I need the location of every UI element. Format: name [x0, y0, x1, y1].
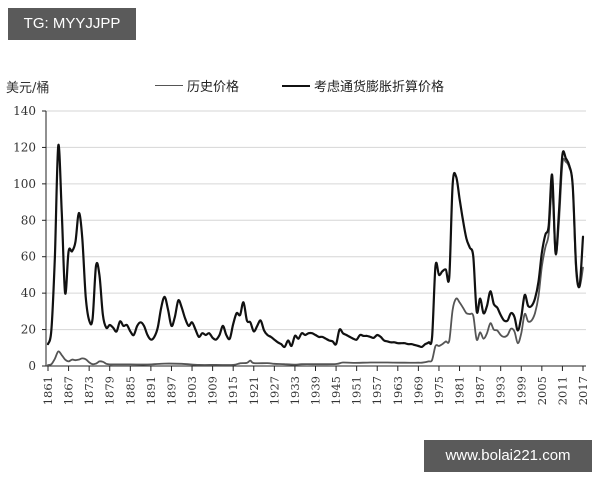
- series-historical-line: [47, 157, 584, 366]
- x-axis-ticks: 1861 1867 1873 1879 1885 1891 1897 1903 1909 1915…: [41, 366, 590, 405]
- x-tick-label: 1915: [226, 376, 240, 405]
- y-tick-label: 100: [13, 177, 36, 191]
- legend-swatch-historical: [155, 85, 183, 86]
- x-tick-label: 1897: [164, 376, 178, 405]
- legend-item-historical: 历史价格: [155, 76, 239, 95]
- watermark-bottom-right: www.bolai221.com: [424, 440, 592, 472]
- x-tick-label: 1909: [206, 376, 220, 405]
- legend-label-inflation-adjusted: 考虑通货膨胀折算价格: [314, 80, 445, 95]
- legend-label-historical: 历史价格: [187, 80, 240, 95]
- y-tick-label: 60: [21, 250, 36, 264]
- x-tick-label: 1945: [329, 376, 343, 405]
- x-tick-label: 1861: [41, 376, 55, 405]
- y-tick-label: 0: [28, 359, 36, 373]
- x-tick-label: 1987: [473, 376, 487, 405]
- series-inflation-adjusted-line: [46, 143, 585, 349]
- x-tick-label: 1903: [185, 376, 199, 405]
- x-tick-label: 1885: [123, 376, 137, 405]
- x-tick-label: 2011: [555, 376, 569, 405]
- legend-swatch-inflation-adjusted: [282, 84, 310, 87]
- y-axis-ticks: 0 20 40 60 80 100 120 140: [13, 104, 46, 373]
- x-tick-label: 1921: [247, 376, 261, 405]
- y-tick-label: 140: [13, 104, 36, 118]
- x-tick-label: 1939: [309, 376, 323, 405]
- x-tick-label: 1891: [144, 376, 158, 405]
- x-tick-label: 1873: [82, 376, 96, 405]
- data-series: [46, 143, 585, 366]
- x-tick-label: 1957: [370, 376, 384, 405]
- x-tick-label: 1963: [391, 376, 405, 405]
- y-axis-unit-label: 美元/桶: [6, 81, 50, 96]
- x-tick-label: 1927: [267, 376, 281, 405]
- y-tick-label: 120: [13, 140, 36, 154]
- x-tick-label: 2005: [535, 376, 549, 405]
- gridlines: [46, 110, 586, 331]
- x-tick-label: 1867: [62, 376, 76, 405]
- x-tick-label: 1879: [103, 376, 117, 405]
- x-tick-label: 2017: [576, 376, 590, 405]
- y-tick-label: 20: [21, 323, 36, 337]
- y-tick-label: 80: [21, 213, 36, 227]
- x-tick-label: 1933: [288, 376, 302, 405]
- x-tick-label: 1969: [411, 376, 425, 405]
- x-tick-label: 1999: [514, 376, 528, 405]
- x-tick-label: 1981: [453, 376, 467, 405]
- watermark-top-left: TG: MYYJJPP: [8, 8, 136, 40]
- x-tick-label: 1993: [494, 376, 508, 405]
- x-tick-label: 1951: [350, 376, 364, 405]
- x-tick-label: 1975: [432, 376, 446, 405]
- legend-item-inflation-adjusted: 考虑通货膨胀折算价格: [282, 76, 444, 95]
- y-tick-label: 40: [21, 286, 36, 300]
